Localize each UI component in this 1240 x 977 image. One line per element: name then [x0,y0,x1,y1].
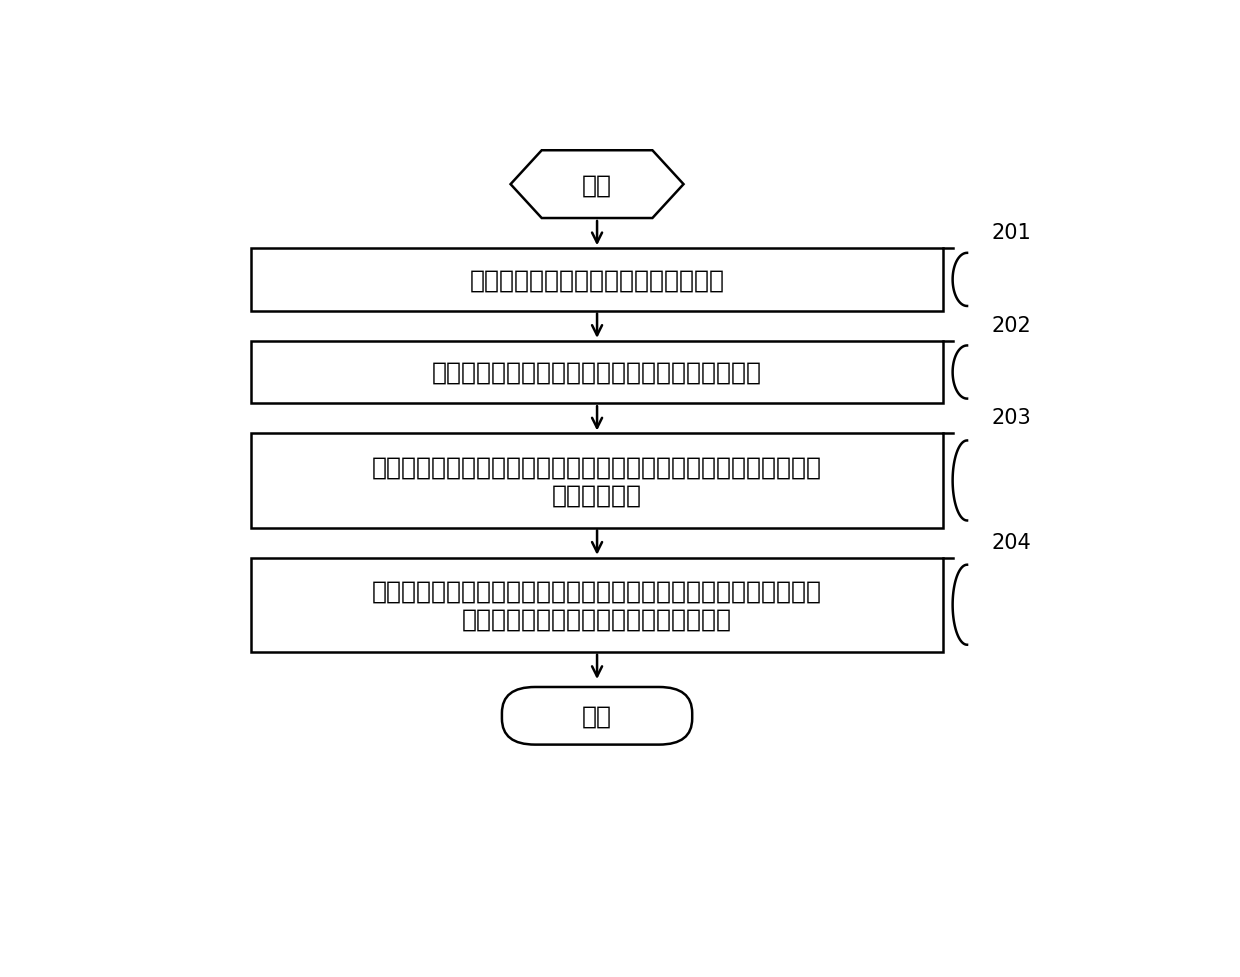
Text: 收集多种背景及姿态下的人脸样本图像: 收集多种背景及姿态下的人脸样本图像 [470,268,724,292]
FancyBboxPatch shape [250,249,944,312]
Text: 204: 204 [991,532,1030,552]
FancyBboxPatch shape [250,558,944,652]
Text: 标记所述人脸样本图像中的人脸特征点的位置信息: 标记所述人脸样本图像中的人脸特征点的位置信息 [432,361,763,385]
Text: 结束: 结束 [582,704,613,728]
Text: 203: 203 [991,408,1030,428]
Text: 确定网络模型的网络结构；所述网络模型包括可变形卷积神经网络和
递归神经网络: 确定网络模型的网络结构；所述网络模型包括可变形卷积神经网络和 递归神经网络 [372,455,822,507]
Text: 开始: 开始 [582,173,613,197]
Text: 202: 202 [991,316,1030,335]
Text: 根据所述人脸样本图像以及与各个人脸样本图像对应的人脸特征点的
位置信息，训练所述网络模型的模型参数: 根据所述人脸样本图像以及与各个人脸样本图像对应的人脸特征点的 位置信息，训练所述… [372,579,822,631]
FancyBboxPatch shape [250,341,944,404]
Text: 201: 201 [991,223,1030,243]
FancyBboxPatch shape [250,434,944,528]
Polygon shape [511,151,683,219]
FancyBboxPatch shape [502,687,692,744]
